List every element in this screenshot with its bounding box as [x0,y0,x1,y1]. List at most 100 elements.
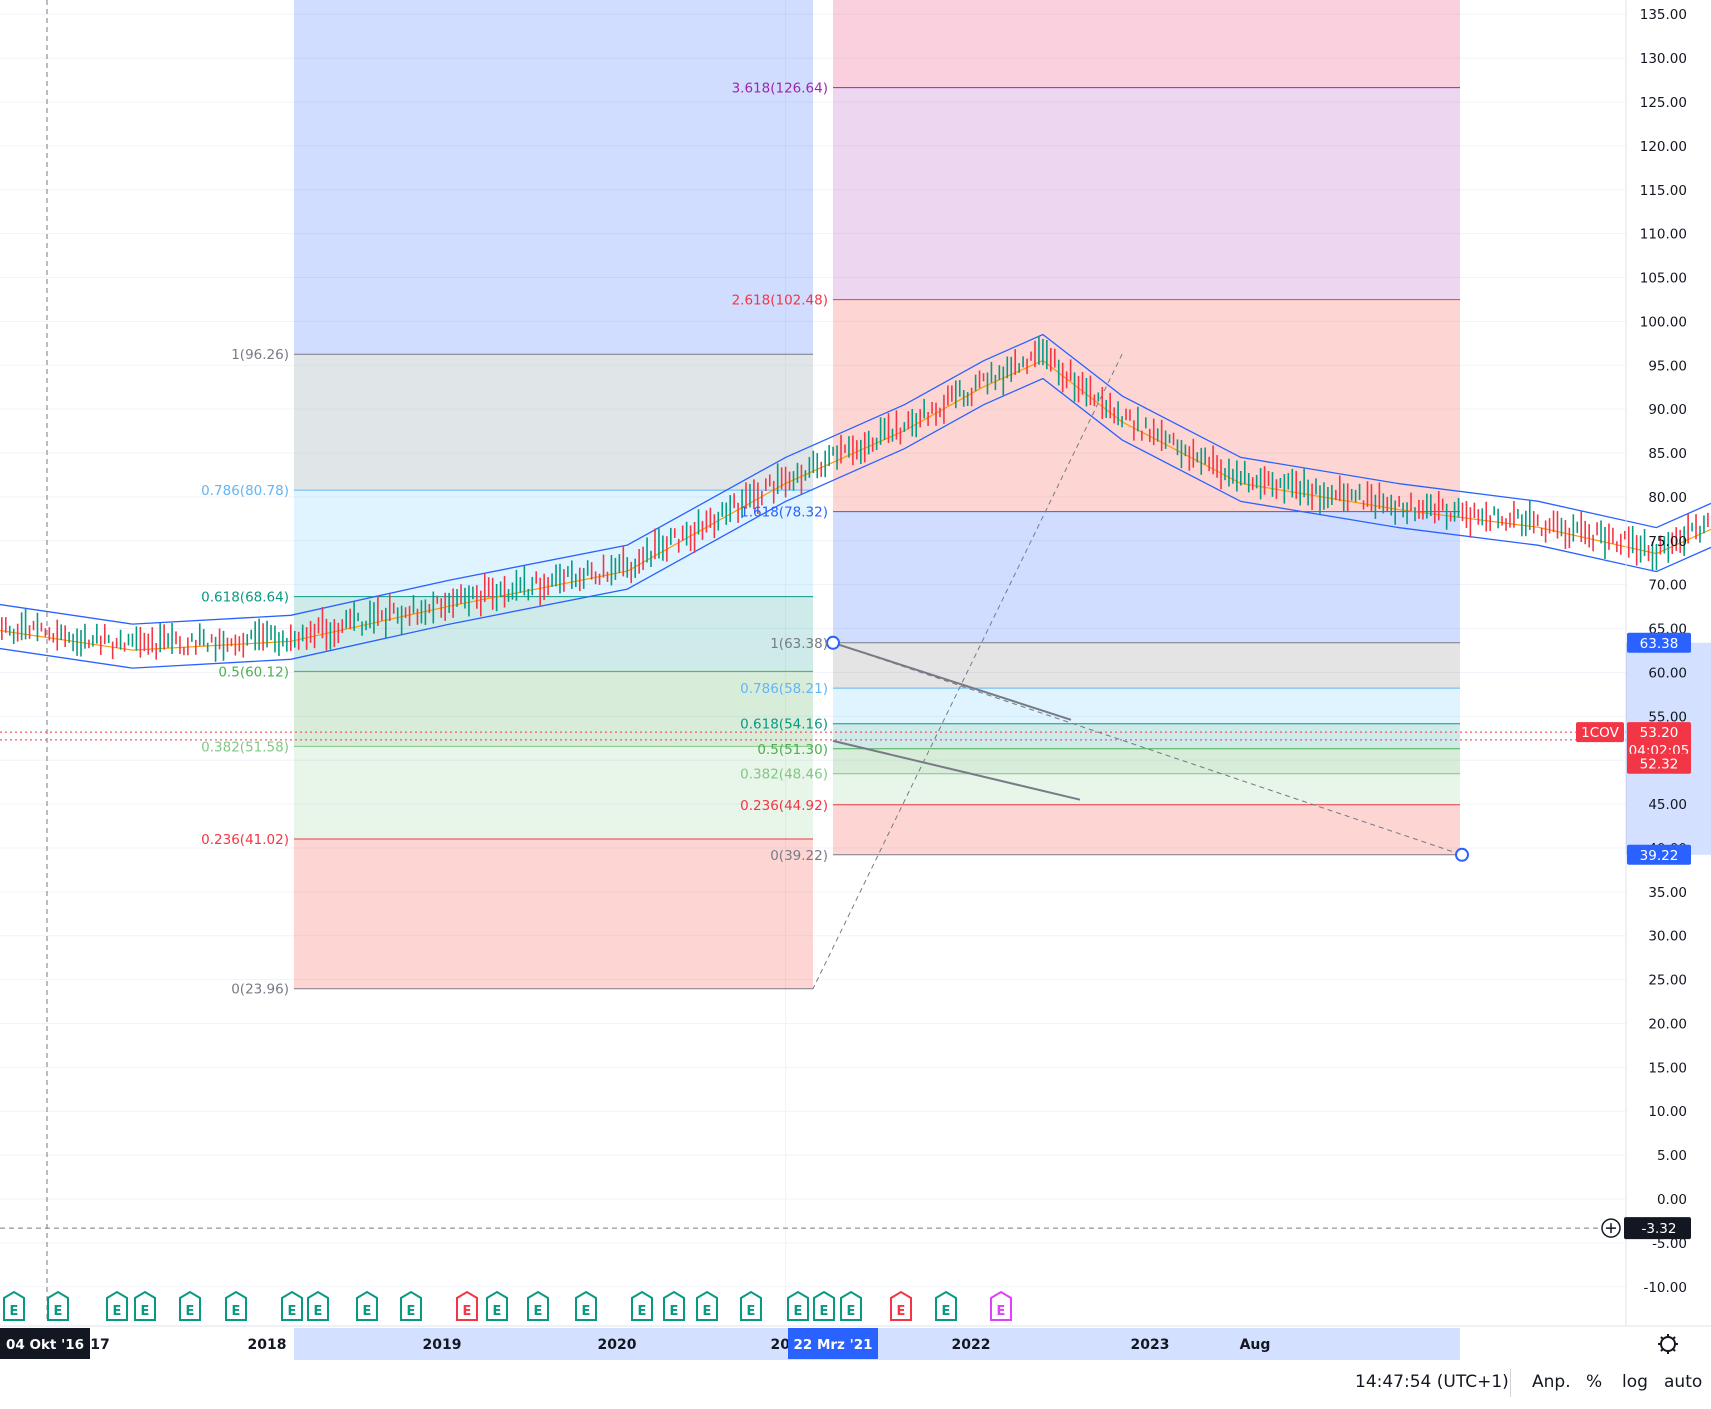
earnings-label: E [703,1304,712,1319]
fib-top-tag-bg [1627,632,1691,653]
price-chart[interactable]: 1(96.26) 0.786(80.78) 0.618(68.64) 0.5(60.1… [0,0,1711,1360]
earnings-label: E [847,1304,856,1319]
price-tick-label: 95.00 [1648,358,1687,374]
price-tick-label: 70.00 [1648,578,1687,594]
price-tick-label: 110.00 [1640,227,1687,243]
price-tick-label: 25.00 [1648,973,1687,989]
earnings-label: E [141,1304,150,1319]
price-tick-label: 45.00 [1648,797,1687,813]
price-tick-label: -5.00 [1652,1236,1687,1252]
fib-labels: 1(96.26) 0.786(80.78) 0.618(68.64) 0.5(60.1… [201,81,828,998]
earnings-marker[interactable]: E [486,1290,508,1321]
earnings-shield-icon [3,1290,25,1321]
chart-grid [0,0,1626,1320]
earnings-shield-icon [631,1290,653,1321]
fib2-level-label: 1.618(78.32) [740,505,828,521]
fib2-end-handle[interactable] [1455,847,1469,862]
earnings-shield-icon [696,1290,718,1321]
earnings-shield-icon [281,1290,303,1321]
earnings-marker[interactable]: E [663,1290,685,1321]
earnings-marker[interactable]: E [281,1290,303,1321]
gear-tooth [1672,1348,1676,1352]
fib2-zone [833,804,1460,855]
channel-lower-line[interactable] [832,739,1081,801]
time-axis[interactable]: 17201820192020202120222023Aug04 Okt '162… [0,1325,1711,1360]
earnings-marker[interactable]: E [990,1290,1012,1321]
price-tick-label: 135.00 [1640,7,1687,23]
fib2-level-label: 0(39.22) [770,848,828,864]
earnings-marker[interactable]: E [225,1290,247,1321]
fib1-zone [294,746,813,840]
settings-gear-icon[interactable] [1658,1334,1678,1354]
price-tick-label: 35.00 [1648,885,1687,901]
earnings-shield-icon [575,1290,597,1321]
gear-tooth [1672,1336,1676,1340]
fib2-zone [833,688,1460,724]
clock[interactable]: 14:47:54 (UTC+1) [1355,1372,1509,1392]
earnings-marker[interactable]: E [740,1290,762,1321]
time-tick-label: 2023 [1131,1337,1170,1353]
price-tick-label: 5.00 [1657,1148,1687,1164]
earnings-marker[interactable]: E [134,1290,156,1321]
earnings-marker[interactable]: E [890,1290,912,1321]
earnings-marker[interactable]: E [696,1290,718,1321]
crosshair-price-tag: -3.32 [1642,1221,1677,1237]
earnings-marker[interactable]: E [356,1290,378,1321]
time-tick-label: Aug [1240,1337,1271,1353]
bottom-toolbar: 14:47:54 (UTC+1) Anp. % log auto [0,1360,1711,1409]
earnings-marker[interactable]: E [456,1290,478,1321]
earnings-label: E [463,1304,472,1319]
earnings-label: E [54,1304,63,1319]
earnings-marker[interactable]: E [840,1290,862,1321]
earnings-label: E [363,1304,372,1319]
fib1-level-label: 0.786(80.78) [201,483,289,499]
fib1-zone-top [294,0,813,355]
earnings-marker[interactable]: E [813,1290,835,1321]
log-button[interactable]: log [1622,1372,1648,1392]
time-tick-label: 17 [90,1337,109,1353]
earnings-marker[interactable]: E [400,1290,422,1321]
fib2-level-label: 0.236(44.92) [740,798,828,814]
earnings-label: E [942,1304,951,1319]
price-tick-label: 130.00 [1640,51,1687,67]
earnings-marker[interactable]: E [47,1290,69,1321]
gear-tooth [1660,1336,1664,1340]
earnings-shield-icon [740,1290,762,1321]
earnings-shield-icon [307,1290,329,1321]
earnings-marker[interactable]: E [935,1290,957,1321]
percent-button[interactable]: % [1586,1372,1603,1392]
fib2-trendline[interactable] [832,642,1463,856]
low-marker-tag-bg [1627,753,1691,774]
earnings-marker[interactable]: E [575,1290,597,1321]
earnings-marker[interactable]: E [3,1290,25,1321]
channel-upper-line[interactable] [832,641,1072,721]
earnings-marker[interactable]: E [106,1290,128,1321]
earnings-marker[interactable]: E [787,1290,809,1321]
fib-bottom-tag: 39.22 [1640,848,1679,864]
earnings-marker[interactable]: E [179,1290,201,1321]
fib2-anchor-handle[interactable] [826,635,840,650]
add-alert-plus-icon[interactable] [1601,1218,1621,1238]
earnings-marker[interactable]: E [307,1290,329,1321]
low-marker-tag: 52.32 [1640,757,1679,773]
last-price-bg [1627,722,1691,761]
earnings-shield-icon [47,1290,69,1321]
auto-button[interactable]: auto [1664,1372,1703,1392]
price-axis[interactable]: 135.00 130.00 125.00 120.00 115.00 110.00 105.… [1625,0,1711,1326]
earnings-label: E [997,1304,1006,1319]
earnings-shield-icon [527,1290,549,1321]
earnings-label: E [534,1304,543,1319]
earnings-label: E [10,1304,19,1319]
fib1-zone [294,596,813,672]
adjust-button[interactable]: Anp. [1532,1372,1571,1392]
fib1-level-label: 0.236(41.02) [201,832,289,848]
earnings-marker[interactable]: E [631,1290,653,1321]
fib1-trendline[interactable] [812,354,1123,989]
earnings-marker[interactable]: E [527,1290,549,1321]
price-tick-label: 20.00 [1648,1016,1687,1032]
trend-drawings[interactable] [0,0,1626,1320]
fib2-level-label: 2.618(102.48) [732,293,828,309]
fib1-zone [294,839,813,989]
